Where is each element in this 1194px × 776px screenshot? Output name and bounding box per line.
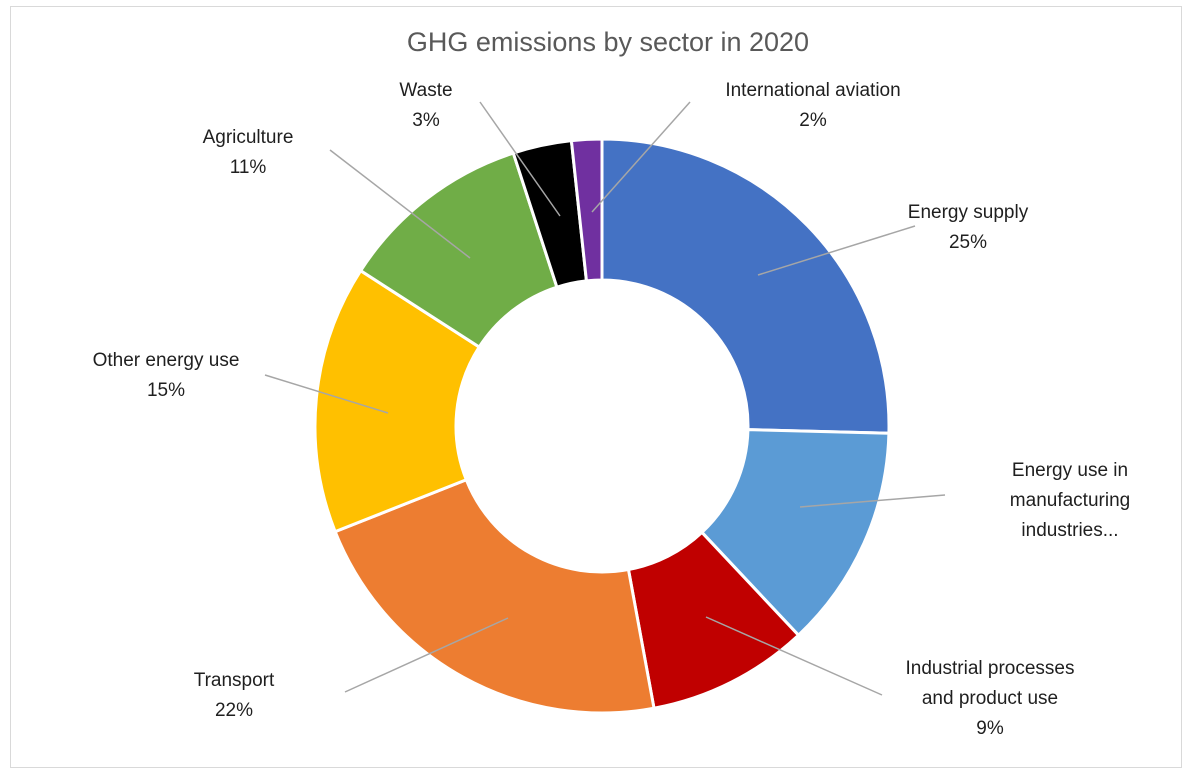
leader-line-5 bbox=[329, 149, 471, 259]
data-label-4: Other energy use 15% bbox=[93, 350, 240, 401]
slices-group bbox=[313, 137, 891, 715]
data-label-0: Energy supply 25% bbox=[908, 202, 1029, 253]
labels-group: Energy supply 25% Energy use in manufacturi… bbox=[93, 80, 1131, 739]
leader-line-4 bbox=[264, 374, 389, 414]
leader-line-1 bbox=[799, 494, 946, 508]
slice-0 bbox=[600, 137, 891, 435]
slice-4 bbox=[313, 268, 482, 534]
data-label-5: Agriculture 11% bbox=[203, 127, 294, 178]
data-label-3: Transport 22% bbox=[194, 670, 275, 721]
leader-lines-group bbox=[264, 101, 946, 696]
data-label-2: Industrial processes and product use 9% bbox=[906, 658, 1075, 739]
data-label-7: International aviation 2% bbox=[725, 80, 900, 131]
leader-line-0 bbox=[757, 225, 916, 276]
leader-line-3 bbox=[344, 617, 509, 693]
leader-line-2 bbox=[705, 616, 883, 696]
slice-3 bbox=[333, 477, 656, 715]
chart-title: GHG emissions by sector in 2020 bbox=[407, 27, 809, 57]
slice-1 bbox=[699, 428, 891, 638]
data-label-1: Energy use in manufacturing industries... bbox=[1010, 460, 1130, 541]
data-label-6: Waste 3% bbox=[399, 80, 452, 131]
slice-7 bbox=[569, 137, 604, 283]
leader-line-7 bbox=[591, 101, 691, 213]
leader-line-6 bbox=[479, 101, 561, 217]
